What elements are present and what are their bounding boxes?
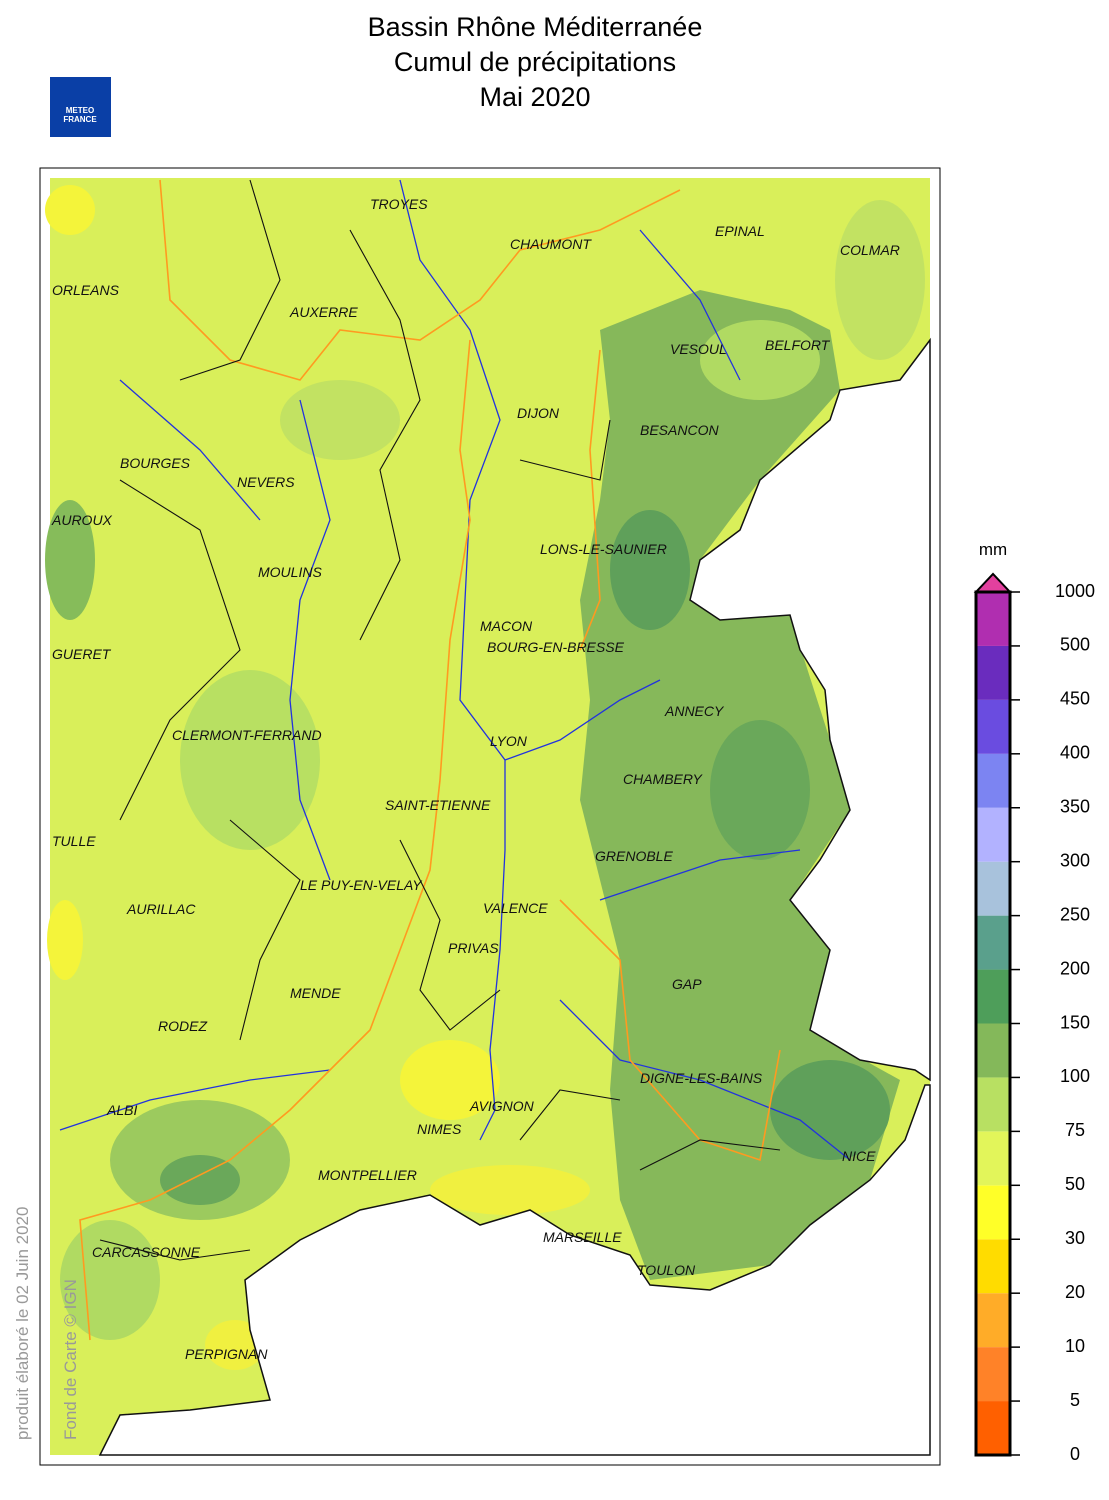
legend-tick-label: 0 — [1070, 1444, 1080, 1464]
city-label: LONS-LE-SAUNIER — [540, 541, 667, 557]
legend-swatch — [976, 1131, 1010, 1186]
legend-swatch — [976, 969, 1010, 1024]
legend-swatch — [976, 1185, 1010, 1240]
title: Bassin Rhône Méditerranée — [368, 12, 703, 42]
logo: METEO FRANCE — [50, 77, 111, 137]
legend-tick-label: 150 — [1060, 1012, 1090, 1032]
city-label: SAINT-ETIENNE — [385, 797, 491, 813]
legend-swatch — [976, 1239, 1010, 1294]
city-label: COLMAR — [840, 242, 900, 258]
legend-swatch — [976, 753, 1010, 808]
city-label: MOULINS — [258, 564, 322, 580]
city-label: AVIGNON — [469, 1098, 535, 1114]
legend-tick-label: 300 — [1060, 850, 1090, 870]
city-label: VALENCE — [483, 900, 548, 916]
legend-swatch — [976, 592, 1010, 646]
map-frame — [39, 167, 941, 1466]
city-label: PRIVAS — [448, 940, 499, 956]
city-label: NICE — [842, 1148, 876, 1164]
city-label: ANNECY — [664, 703, 725, 719]
city-label: AURILLAC — [126, 901, 196, 917]
legend-tick-label: 500 — [1060, 635, 1090, 655]
legend-swatch — [976, 807, 1010, 862]
city-label: BELFORT — [765, 337, 831, 353]
legend-unit: mm — [979, 540, 1007, 559]
legend-tick-label: 10 — [1065, 1336, 1085, 1356]
city-label: GAP — [672, 976, 702, 992]
city-label: GUERET — [52, 646, 112, 662]
city-label: EPINAL — [715, 223, 765, 239]
city-label: VESOUL — [670, 341, 727, 357]
city-label: ALBI — [106, 1102, 137, 1118]
legend-swatch — [976, 1401, 1010, 1455]
city-label: BESANCON — [640, 422, 719, 438]
legend-tick-label: 50 — [1065, 1174, 1085, 1194]
legend-tick-label: 20 — [1065, 1282, 1085, 1302]
city-label: DIJON — [517, 405, 560, 421]
city-label: TOULON — [637, 1262, 696, 1278]
legend-tick-label: 30 — [1065, 1228, 1085, 1248]
city-labels: TROYES CHAUMONT EPINAL COLMAR ORLEANS AU… — [51, 196, 900, 1362]
city-label: BOURGES — [120, 455, 191, 471]
logo-text: METEO — [66, 106, 94, 115]
legend-tick-label: 5 — [1070, 1390, 1080, 1410]
legend-tick-label: 200 — [1060, 958, 1090, 978]
city-label: CLERMONT-FERRAND — [172, 727, 322, 743]
city-label: TROYES — [370, 196, 428, 212]
legend-over — [973, 572, 1013, 593]
city-label: NEVERS — [237, 474, 295, 490]
city-label: LYON — [490, 733, 528, 749]
legend-swatch — [976, 915, 1010, 970]
city-label: MARSEILLE — [543, 1229, 622, 1245]
credit: produit élaboré le 02 Juin 2020 — [13, 1207, 32, 1440]
city-label: LE PUY-EN-VELAY — [300, 877, 423, 893]
legend-tick-label: 1000 — [1055, 581, 1095, 601]
logo-text: FRANCE — [63, 115, 97, 124]
legend-tick-label: 250 — [1060, 904, 1090, 924]
city-label: RODEZ — [158, 1018, 207, 1034]
legend-tick-label: 400 — [1060, 743, 1090, 763]
city-label: AUXERRE — [289, 304, 358, 320]
city-label: AUROUX — [51, 512, 113, 528]
city-label: CARCASSONNE — [92, 1244, 201, 1260]
legend: 0 5 10 20 30 50 75 100 150 200 250 300 350 400 450 500 1… — [973, 572, 1095, 1464]
legend-tick-label: 75 — [1065, 1120, 1085, 1140]
title: Cumul de précipitations — [394, 47, 676, 77]
city-label: MENDE — [290, 985, 341, 1001]
city-label: BOURG-EN-BRESSE — [487, 639, 625, 655]
city-label: MONTPELLIER — [318, 1167, 417, 1183]
city-label: DIGNE-LES-BAINS — [640, 1070, 763, 1086]
legend-tick-label: 100 — [1060, 1066, 1090, 1086]
title: Mai 2020 — [479, 82, 590, 112]
city-label: PERPIGNAN — [185, 1346, 268, 1362]
legend-swatch — [976, 1023, 1010, 1078]
legend-swatch — [976, 1293, 1010, 1348]
legend-swatch — [976, 1077, 1010, 1132]
city-label: GRENOBLE — [595, 848, 673, 864]
city-label: NIMES — [417, 1121, 462, 1137]
legend-tick-label: 450 — [1060, 689, 1090, 709]
city-label: ORLEANS — [52, 282, 120, 298]
city-label: CHAUMONT — [510, 236, 592, 252]
legend-tick-label: 350 — [1060, 797, 1090, 817]
legend-swatch — [976, 645, 1010, 700]
legend-swatch — [976, 861, 1010, 916]
map — [45, 178, 931, 1456]
city-label: TULLE — [52, 833, 96, 849]
legend-swatch — [976, 1347, 1010, 1402]
legend-swatch — [976, 699, 1010, 754]
copyright: Fond de Carte © IGN — [61, 1279, 80, 1440]
city-label: CHAMBERY — [623, 771, 703, 787]
city-label: MACON — [480, 618, 533, 634]
